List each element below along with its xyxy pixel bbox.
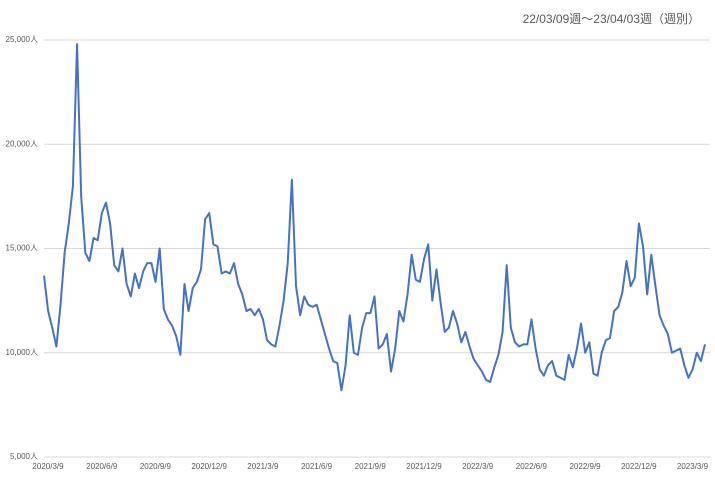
x-tick-label: 2020/3/9	[32, 462, 64, 471]
x-tick-label: 2020/9/9	[140, 462, 172, 471]
x-tick-label: 2021/9/9	[355, 462, 387, 471]
y-tick-label: 25,000人	[6, 35, 38, 44]
y-tick-label: 15,000人	[6, 244, 38, 253]
chart-title: 22/03/09週〜23/04/03週（週別）	[523, 12, 700, 26]
x-tick-label: 2021/12/9	[406, 462, 442, 471]
x-tick-label: 2020/12/9	[191, 462, 227, 471]
x-tick-label: 2022/6/9	[516, 462, 548, 471]
data-line	[43, 43, 706, 392]
y-tick-label: 5,000人	[10, 452, 38, 461]
x-tick-label: 2021/3/9	[247, 462, 279, 471]
x-tick-label: 2022/9/9	[569, 462, 601, 471]
x-tick-label: 2022/12/9	[621, 462, 657, 471]
x-tick-label: 2020/6/9	[86, 462, 118, 471]
x-tick-label: 2022/3/9	[462, 462, 494, 471]
x-tick-label: 2023/3/9	[677, 462, 709, 471]
y-tick-label: 10,000人	[6, 348, 38, 357]
y-tick-label: 20,000人	[6, 139, 38, 148]
x-tick-label: 2021/6/9	[301, 462, 333, 471]
